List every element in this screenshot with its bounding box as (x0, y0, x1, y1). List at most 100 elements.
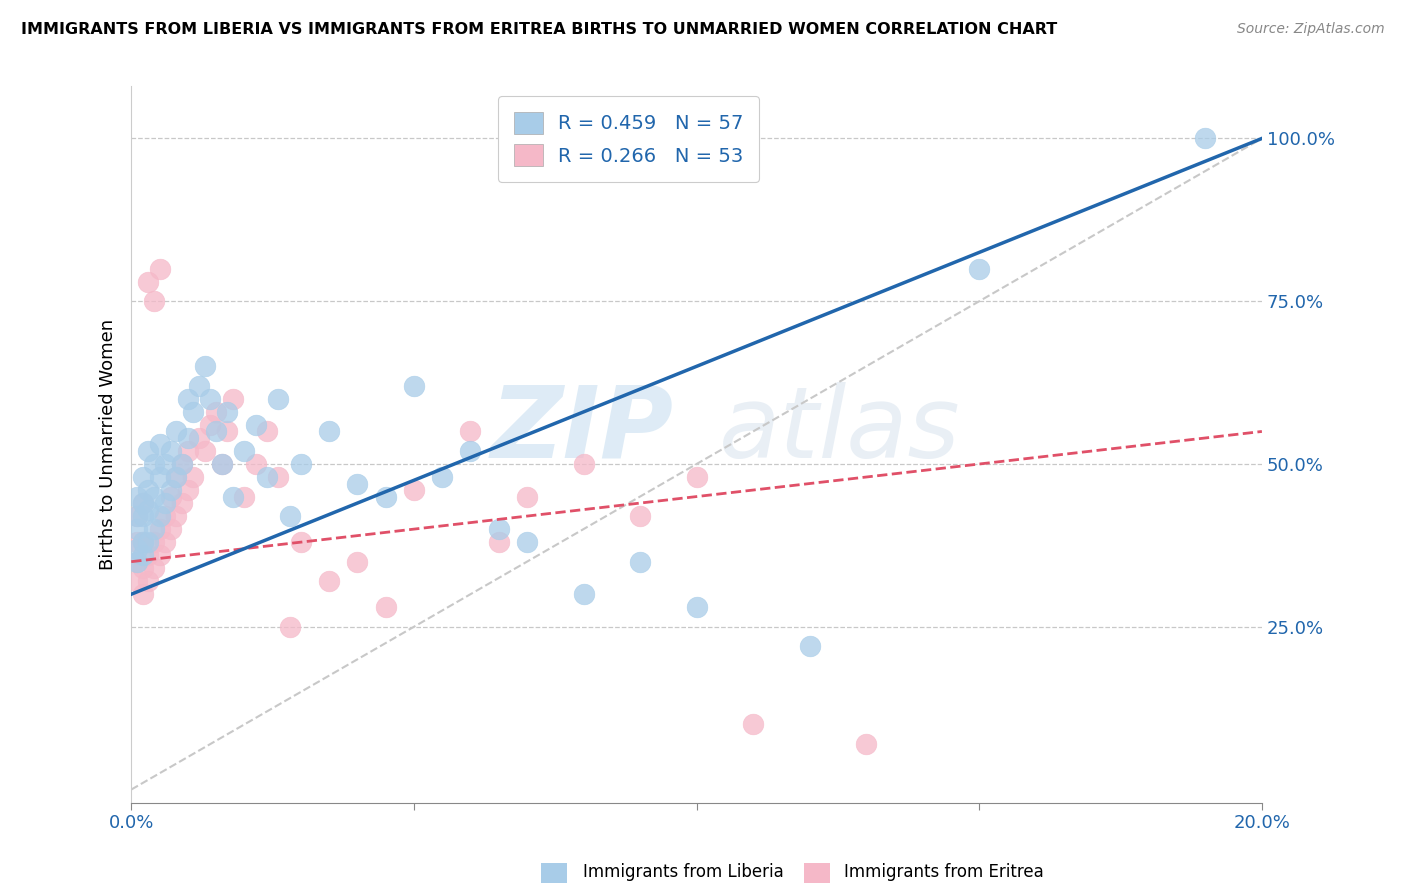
Point (217, 425, 239, 439)
Point (374, 490, 396, 504)
Point (211, 457, 233, 471)
Point (1194, 131, 1216, 145)
Point (572, 587, 595, 601)
Text: Source: ZipAtlas.com: Source: ZipAtlas.com (1237, 22, 1385, 37)
Point (685, 600, 707, 615)
Point (177, 444, 200, 458)
Point (148, 522, 170, 536)
Point (142, 490, 165, 504)
Point (142, 522, 165, 536)
Point (430, 470, 453, 484)
Point (855, 737, 877, 751)
Y-axis label: Births to Unmarried Women: Births to Unmarried Women (100, 319, 117, 570)
Point (166, 470, 188, 484)
Point (460, 444, 482, 458)
Point (194, 444, 217, 458)
Point (188, 431, 211, 445)
Point (136, 444, 159, 458)
Text: atlas: atlas (720, 382, 960, 479)
Point (131, 535, 153, 549)
Point (628, 509, 651, 524)
Point (153, 535, 176, 549)
Point (131, 561, 153, 575)
Legend: R = 0.459   N = 57, R = 0.266   N = 53: R = 0.459 N = 57, R = 0.266 N = 53 (498, 96, 759, 182)
Point (488, 535, 510, 549)
Point (131, 535, 153, 549)
Point (142, 535, 165, 549)
Point (290, 457, 312, 471)
Point (194, 359, 217, 374)
Point (205, 425, 228, 439)
Point (188, 379, 211, 393)
Point (159, 444, 181, 458)
Point (136, 502, 159, 516)
Point (136, 275, 159, 289)
Point (136, 483, 159, 497)
Point (153, 496, 176, 510)
Point (148, 509, 170, 524)
Point (142, 561, 165, 575)
Point (172, 457, 194, 471)
Point (217, 405, 239, 419)
Point (278, 620, 301, 634)
Point (211, 457, 233, 471)
Point (148, 437, 170, 451)
Point (267, 392, 290, 406)
Point (177, 483, 200, 497)
Point (222, 392, 245, 406)
Point (177, 431, 200, 445)
Point (131, 548, 153, 562)
Point (159, 483, 181, 497)
Point (222, 490, 245, 504)
Point (153, 457, 176, 471)
Point (200, 417, 222, 432)
Point (256, 425, 278, 439)
Point (131, 509, 153, 524)
Point (159, 522, 181, 536)
Point (233, 444, 256, 458)
Point (125, 555, 148, 569)
Point (488, 522, 510, 536)
Point (131, 470, 153, 484)
Point (153, 509, 176, 524)
Point (233, 490, 256, 504)
Point (166, 425, 188, 439)
Point (516, 490, 538, 504)
Text: ZIP: ZIP (491, 382, 673, 479)
Point (125, 509, 148, 524)
Point (136, 548, 159, 562)
Point (460, 425, 482, 439)
Point (125, 509, 148, 524)
Point (125, 574, 148, 589)
Point (200, 392, 222, 406)
Point (148, 470, 170, 484)
Point (131, 496, 153, 510)
Point (245, 457, 267, 471)
Point (742, 717, 765, 731)
Point (136, 574, 159, 589)
Point (142, 457, 165, 471)
Point (125, 522, 148, 536)
Point (177, 392, 200, 406)
Point (402, 483, 425, 497)
Point (318, 425, 340, 439)
Point (183, 405, 205, 419)
Point (516, 535, 538, 549)
Point (685, 470, 707, 484)
Point (172, 457, 194, 471)
Point (245, 417, 267, 432)
Point (183, 470, 205, 484)
Point (131, 496, 153, 510)
Point (166, 509, 188, 524)
Point (967, 261, 990, 276)
Point (628, 555, 651, 569)
Point (256, 470, 278, 484)
Point (125, 535, 148, 549)
Point (125, 541, 148, 556)
Point (572, 457, 595, 471)
Point (131, 587, 153, 601)
Text: Immigrants from Eritrea: Immigrants from Eritrea (844, 863, 1043, 881)
Point (318, 574, 340, 589)
Point (267, 470, 290, 484)
Point (402, 379, 425, 393)
